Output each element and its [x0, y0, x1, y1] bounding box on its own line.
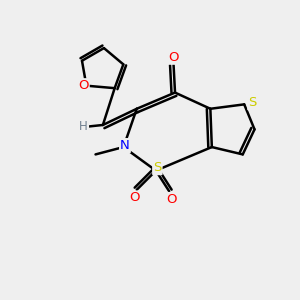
Text: H: H	[80, 120, 88, 133]
Text: S: S	[248, 96, 257, 110]
Text: O: O	[129, 191, 140, 205]
Text: O: O	[166, 193, 177, 206]
Text: S: S	[153, 161, 161, 174]
Text: O: O	[168, 51, 179, 64]
Text: O: O	[78, 79, 89, 92]
Text: N: N	[120, 139, 130, 152]
